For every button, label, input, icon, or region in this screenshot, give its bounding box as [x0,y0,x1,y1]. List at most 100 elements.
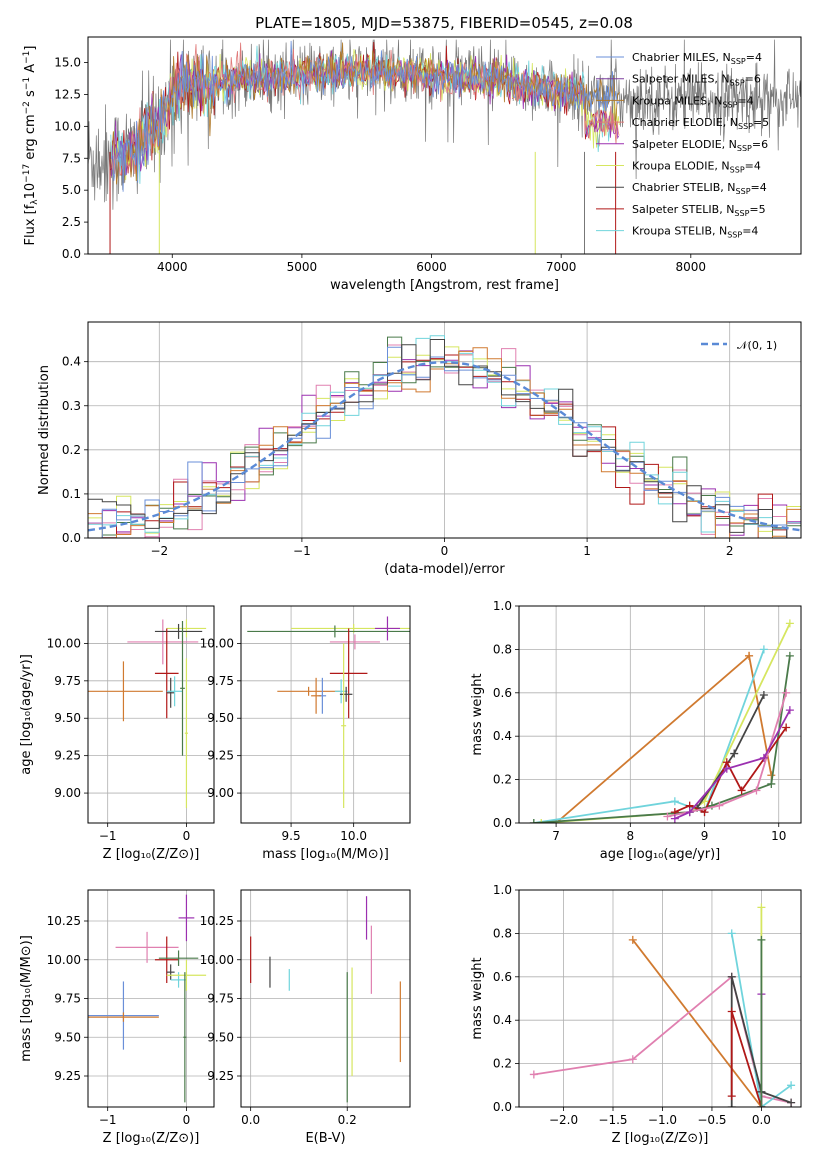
plot-area [529,619,794,823]
y-tick-label: 0.4 [493,729,512,743]
x-tick-label: 8 [626,829,634,843]
weight-marker [537,819,546,823]
x-axis-label: (data-model)/error [384,562,505,577]
x-tick-label: −2 [150,544,168,558]
plot-area [88,894,207,1103]
x-tick-label: 10.0 [340,829,367,843]
weight-marker [670,814,679,823]
errorbar-point [166,959,207,991]
y-axis-label: mass [log₁₀(M/M⊙)] [19,935,34,1062]
weight-marker [787,1081,796,1090]
errorbar-point [88,661,163,722]
weight-marker [730,749,739,758]
y-tick-label: 10.0 [54,119,81,133]
errorbar-point [184,658,189,809]
y-tick-label: 1.0 [493,599,512,613]
x-tick-label: 2 [726,544,734,558]
axes-frame [240,889,411,1108]
panel-age-weight: 7 8 9 10 0.0 0.2 0.4 0.6 0.8 1.0 age [log₁₀(age/yr… [470,599,802,862]
panel-residuals: −2 −1 0 1 2 0.0 0.1 0.2 0.3 0.4 (data-model)/error… [37,321,802,577]
y-tick-label: 9.00 [54,786,81,800]
panel-z-mass: −1 0 9.25 9.50 9.75 10.00 10.25 Z [log₁₀(Z/Z⊙)]… [19,889,215,1146]
errorbar-point [374,616,400,641]
weight-marker [785,619,794,628]
legend-entry: Kroupa STELIB, NSSP=4 [632,225,758,240]
weight-marker [727,1007,736,1016]
y-tick-label: 9.75 [54,674,81,688]
weight-marker [785,706,794,715]
weight-line [674,709,791,820]
weight-line [541,623,791,823]
y-tick-label: 0.0 [493,816,512,830]
weight-marker [782,723,791,732]
x-tick-label: −1 [99,829,117,843]
panel-mass-age: 9.5 10.0 9.00 9.25 9.50 9.75 10.00 mass [log₁₀(… [200,605,411,862]
y-tick-label: 9.50 [54,1030,81,1044]
weight-marker [670,797,679,806]
histogram-series [88,339,801,538]
y-tick-label: 9.25 [54,749,81,763]
y-tick-label: 0.2 [493,773,512,787]
y-tick-label: 9.25 [54,1069,81,1083]
y-tick-label: 0.2 [493,1057,512,1071]
weight-marker [727,972,736,981]
axes-frame [87,605,215,824]
plot-area [88,335,801,538]
spectrum-line-chabrier_miles [112,40,620,192]
errorbar-point [166,964,175,980]
y-tick-label: 0.3 [62,399,81,413]
weight-marker [745,651,754,660]
spectrum-title: PLATE=1805, MJD=53875, FIBERID=0545, z=0… [255,14,633,32]
x-tick-label: 9 [701,829,709,843]
weight-marker [785,651,794,660]
legend-entry: Salpeter ELODIE, NSSP=6 [632,138,768,153]
x-tick-label: 6000 [416,260,447,274]
plot-area [247,616,410,809]
legend-entry: 𝒩(0, 1) [737,339,777,352]
x-tick-label: −1.5 [598,1113,627,1127]
legend-entry: Salpeter STELIB, NSSP=5 [632,203,766,218]
normal-curve [88,360,801,532]
y-tick-label: 0.2 [62,443,81,457]
errorbar-point [329,634,380,650]
y-tick-label: 15.0 [54,56,81,70]
weight-marker [529,819,538,823]
x-tick-label: 8000 [676,260,707,274]
y-tick-label: 10.00 [47,953,81,967]
y-tick-label: 9.50 [207,1030,234,1044]
y-tick-label: 0.4 [62,355,81,369]
x-tick-label: −0.5 [697,1113,726,1127]
weight-marker [707,801,716,810]
axes-frame [87,321,802,539]
panel-z-age: −1 0 9.00 9.25 9.50 9.75 10.00 Z [log₁₀(Z/Z⊙)] a… [19,605,215,862]
weight-marker [757,935,766,944]
y-tick-label: 0.4 [493,1013,512,1027]
y-axis-label: mass weight [470,673,485,755]
plot-area [88,39,801,254]
weight-marker [782,688,791,697]
errorbar-point [170,972,187,988]
errorbar-point [115,931,179,963]
errorbar-point [311,677,322,714]
plot-area [88,619,207,809]
weight-line [730,933,792,1107]
weight-marker [759,753,768,762]
x-tick-label: 7000 [546,260,577,274]
y-tick-label: 9.25 [207,1069,234,1083]
weight-line [632,939,763,1107]
y-tick-label: 0.0 [62,247,81,261]
weight-marker [787,1098,796,1107]
errorbar-point [247,625,410,638]
panel-spectrum: 4000 5000 6000 7000 8000 0.0 2.5 5.0 7.5 10.0 12.5… [22,36,802,293]
x-tick-label: −1 [99,1113,117,1127]
x-tick-label: 7 [552,829,560,843]
weight-marker [727,1092,736,1101]
errorbar-point [154,936,179,983]
errorbar-point [339,686,353,702]
y-axis-label: Flux [fλ10−17 erg cm−2 s−1 A−1] [22,46,40,246]
weight-marker [757,903,766,912]
y-tick-label: 12.5 [54,87,81,101]
errorbar-point [341,643,347,809]
y-tick-label: 2.5 [62,215,81,229]
